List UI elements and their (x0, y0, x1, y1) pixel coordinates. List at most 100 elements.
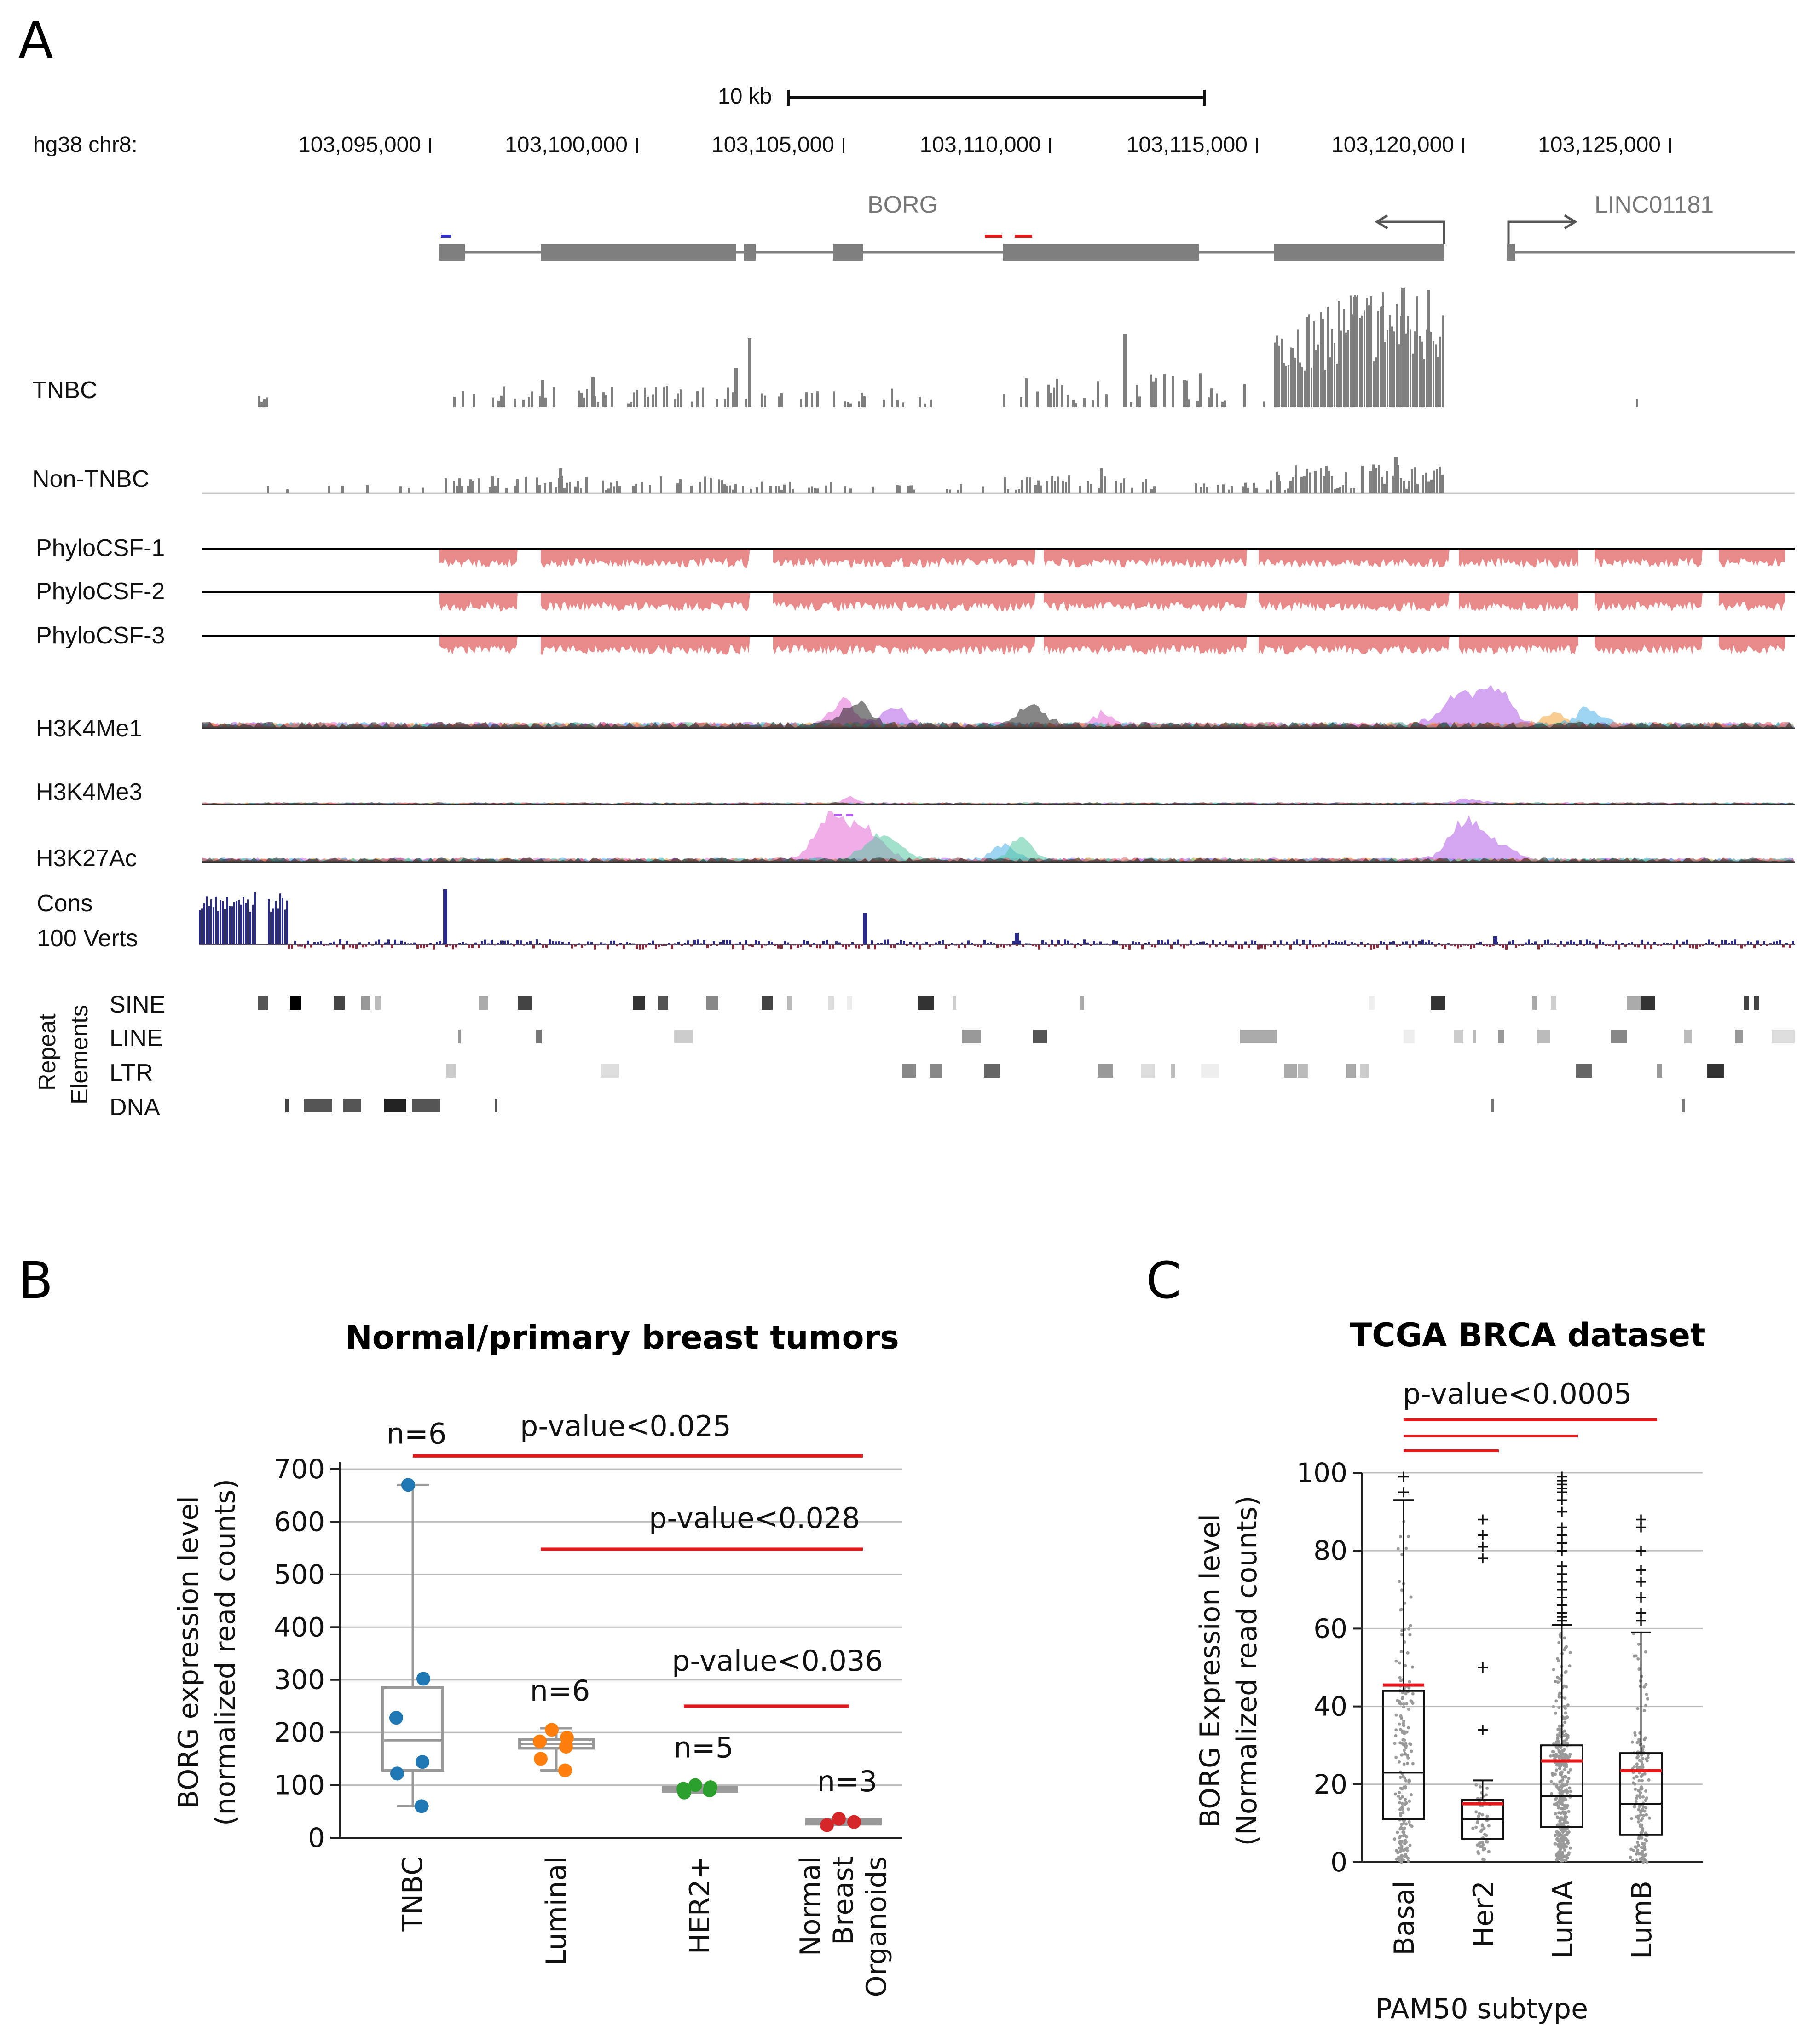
conservation-bar (771, 942, 773, 944)
coverage-bar (1339, 487, 1341, 493)
jitter-point (1564, 1670, 1568, 1673)
coverage-bar (469, 479, 472, 493)
coverage-bar (652, 394, 654, 407)
coverage-bar (710, 478, 712, 493)
conservation-bar (1112, 940, 1115, 944)
conservation-bar (1682, 941, 1685, 944)
jitter-point (1410, 1793, 1413, 1796)
coverage-bar (611, 387, 613, 407)
conservation-bar (1254, 941, 1256, 944)
jitter-point (1401, 1731, 1404, 1734)
conservation-bar (826, 940, 828, 944)
jitter-point (1398, 1580, 1401, 1583)
coordinate-label: 103,105,000 (711, 133, 834, 157)
p-value-label: p-value<0.028 (649, 1501, 860, 1535)
jitter-point (1556, 1858, 1560, 1861)
conservation-bar (761, 944, 763, 948)
coordinate-label: 103,115,000 (1127, 133, 1248, 157)
coverage-bar (1398, 344, 1400, 407)
conservation-bar (1161, 940, 1163, 944)
jitter-point (1563, 1807, 1566, 1811)
coverage-bar (1253, 482, 1255, 493)
jitter-point (1393, 1837, 1397, 1841)
conservation-bar (578, 943, 580, 944)
coverage-bar (1303, 476, 1306, 493)
jitter-point (1647, 1816, 1651, 1820)
repeat-element (1360, 1064, 1369, 1078)
repeat-element (1369, 996, 1375, 1010)
jitter-point (1564, 1798, 1568, 1801)
jitter-point (1635, 1762, 1639, 1766)
conservation-bar (545, 944, 548, 948)
outlier-marker (1478, 1662, 1488, 1673)
conservation-bar (1489, 944, 1491, 947)
repeat-element (930, 1064, 942, 1078)
jitter-point (1640, 1823, 1644, 1827)
conservation-bar (1599, 939, 1601, 944)
conservation-bar (861, 944, 863, 946)
conservation-bar (279, 893, 281, 944)
jitter-point (1567, 1851, 1571, 1855)
coverage-peak (559, 468, 562, 493)
conservation-bar (329, 942, 332, 944)
conservation-bar (777, 944, 780, 949)
conservation-bar (832, 944, 834, 949)
conservation-bar (790, 944, 792, 950)
coverage-bar (1200, 487, 1202, 493)
jitter-point (1487, 1824, 1491, 1828)
coverage-bar (563, 488, 566, 493)
conservation-bar (1267, 944, 1269, 946)
repeat-element (1473, 1030, 1476, 1043)
phylocsf-signal-1 (439, 549, 1785, 568)
coverage-bar (1437, 357, 1439, 407)
gene-label-borg: BORG (867, 191, 938, 218)
coverage-bar (528, 397, 530, 407)
conservation-bar (1344, 940, 1346, 944)
coverage-bar (503, 386, 505, 407)
jitter-point (1568, 1846, 1572, 1850)
track-label-phylo1: PhyloCSF-1 (36, 535, 165, 562)
jitter-point (1400, 1854, 1404, 1858)
coverage-bar (861, 393, 863, 407)
repeat-element (1627, 996, 1641, 1010)
jitter-point (1566, 1804, 1570, 1807)
coverage-bar (1037, 480, 1040, 493)
jitter-point (1555, 1740, 1559, 1744)
conservation-bar (713, 941, 715, 944)
conservation-bar (1086, 942, 1089, 944)
coverage-bar (616, 481, 618, 493)
conservation-bar (1289, 944, 1292, 950)
jitter-point (1398, 1535, 1402, 1539)
jitter-point (1560, 1792, 1564, 1795)
jitter-point (1560, 1833, 1563, 1837)
conservation-bar (1051, 939, 1053, 944)
conservation-bar (1328, 940, 1330, 944)
conservation-bar (1309, 939, 1311, 944)
coverage-bar (286, 489, 289, 493)
jitter-point (1549, 1754, 1553, 1758)
coverage-bar (627, 403, 630, 407)
jitter-point (1405, 1702, 1409, 1706)
coverage-bar (618, 486, 621, 493)
conservation-bar (884, 939, 886, 944)
jitter-point (1395, 1858, 1398, 1861)
conservation-bar (1486, 944, 1488, 947)
conservation-bar (1457, 944, 1459, 949)
repeat-element (1641, 996, 1655, 1010)
jitter-point (1632, 1776, 1636, 1780)
coverage-bar (1393, 331, 1395, 407)
jitter-point (1554, 1834, 1557, 1837)
conservation-bar (1637, 944, 1640, 948)
jitter-point (1569, 1768, 1572, 1772)
repeat-element (1240, 1030, 1277, 1043)
conservation-bar (1521, 944, 1524, 946)
coverage-bar (1145, 479, 1147, 493)
conservation-bar (1608, 944, 1611, 946)
coverage-bar (1266, 489, 1269, 493)
conservation-bar (404, 942, 406, 944)
jitter-point (1568, 1664, 1572, 1668)
coverage-bar (811, 393, 813, 407)
jitter-point (1643, 1809, 1647, 1813)
jitter-point (1485, 1834, 1488, 1837)
conservation-bar (1132, 941, 1134, 944)
